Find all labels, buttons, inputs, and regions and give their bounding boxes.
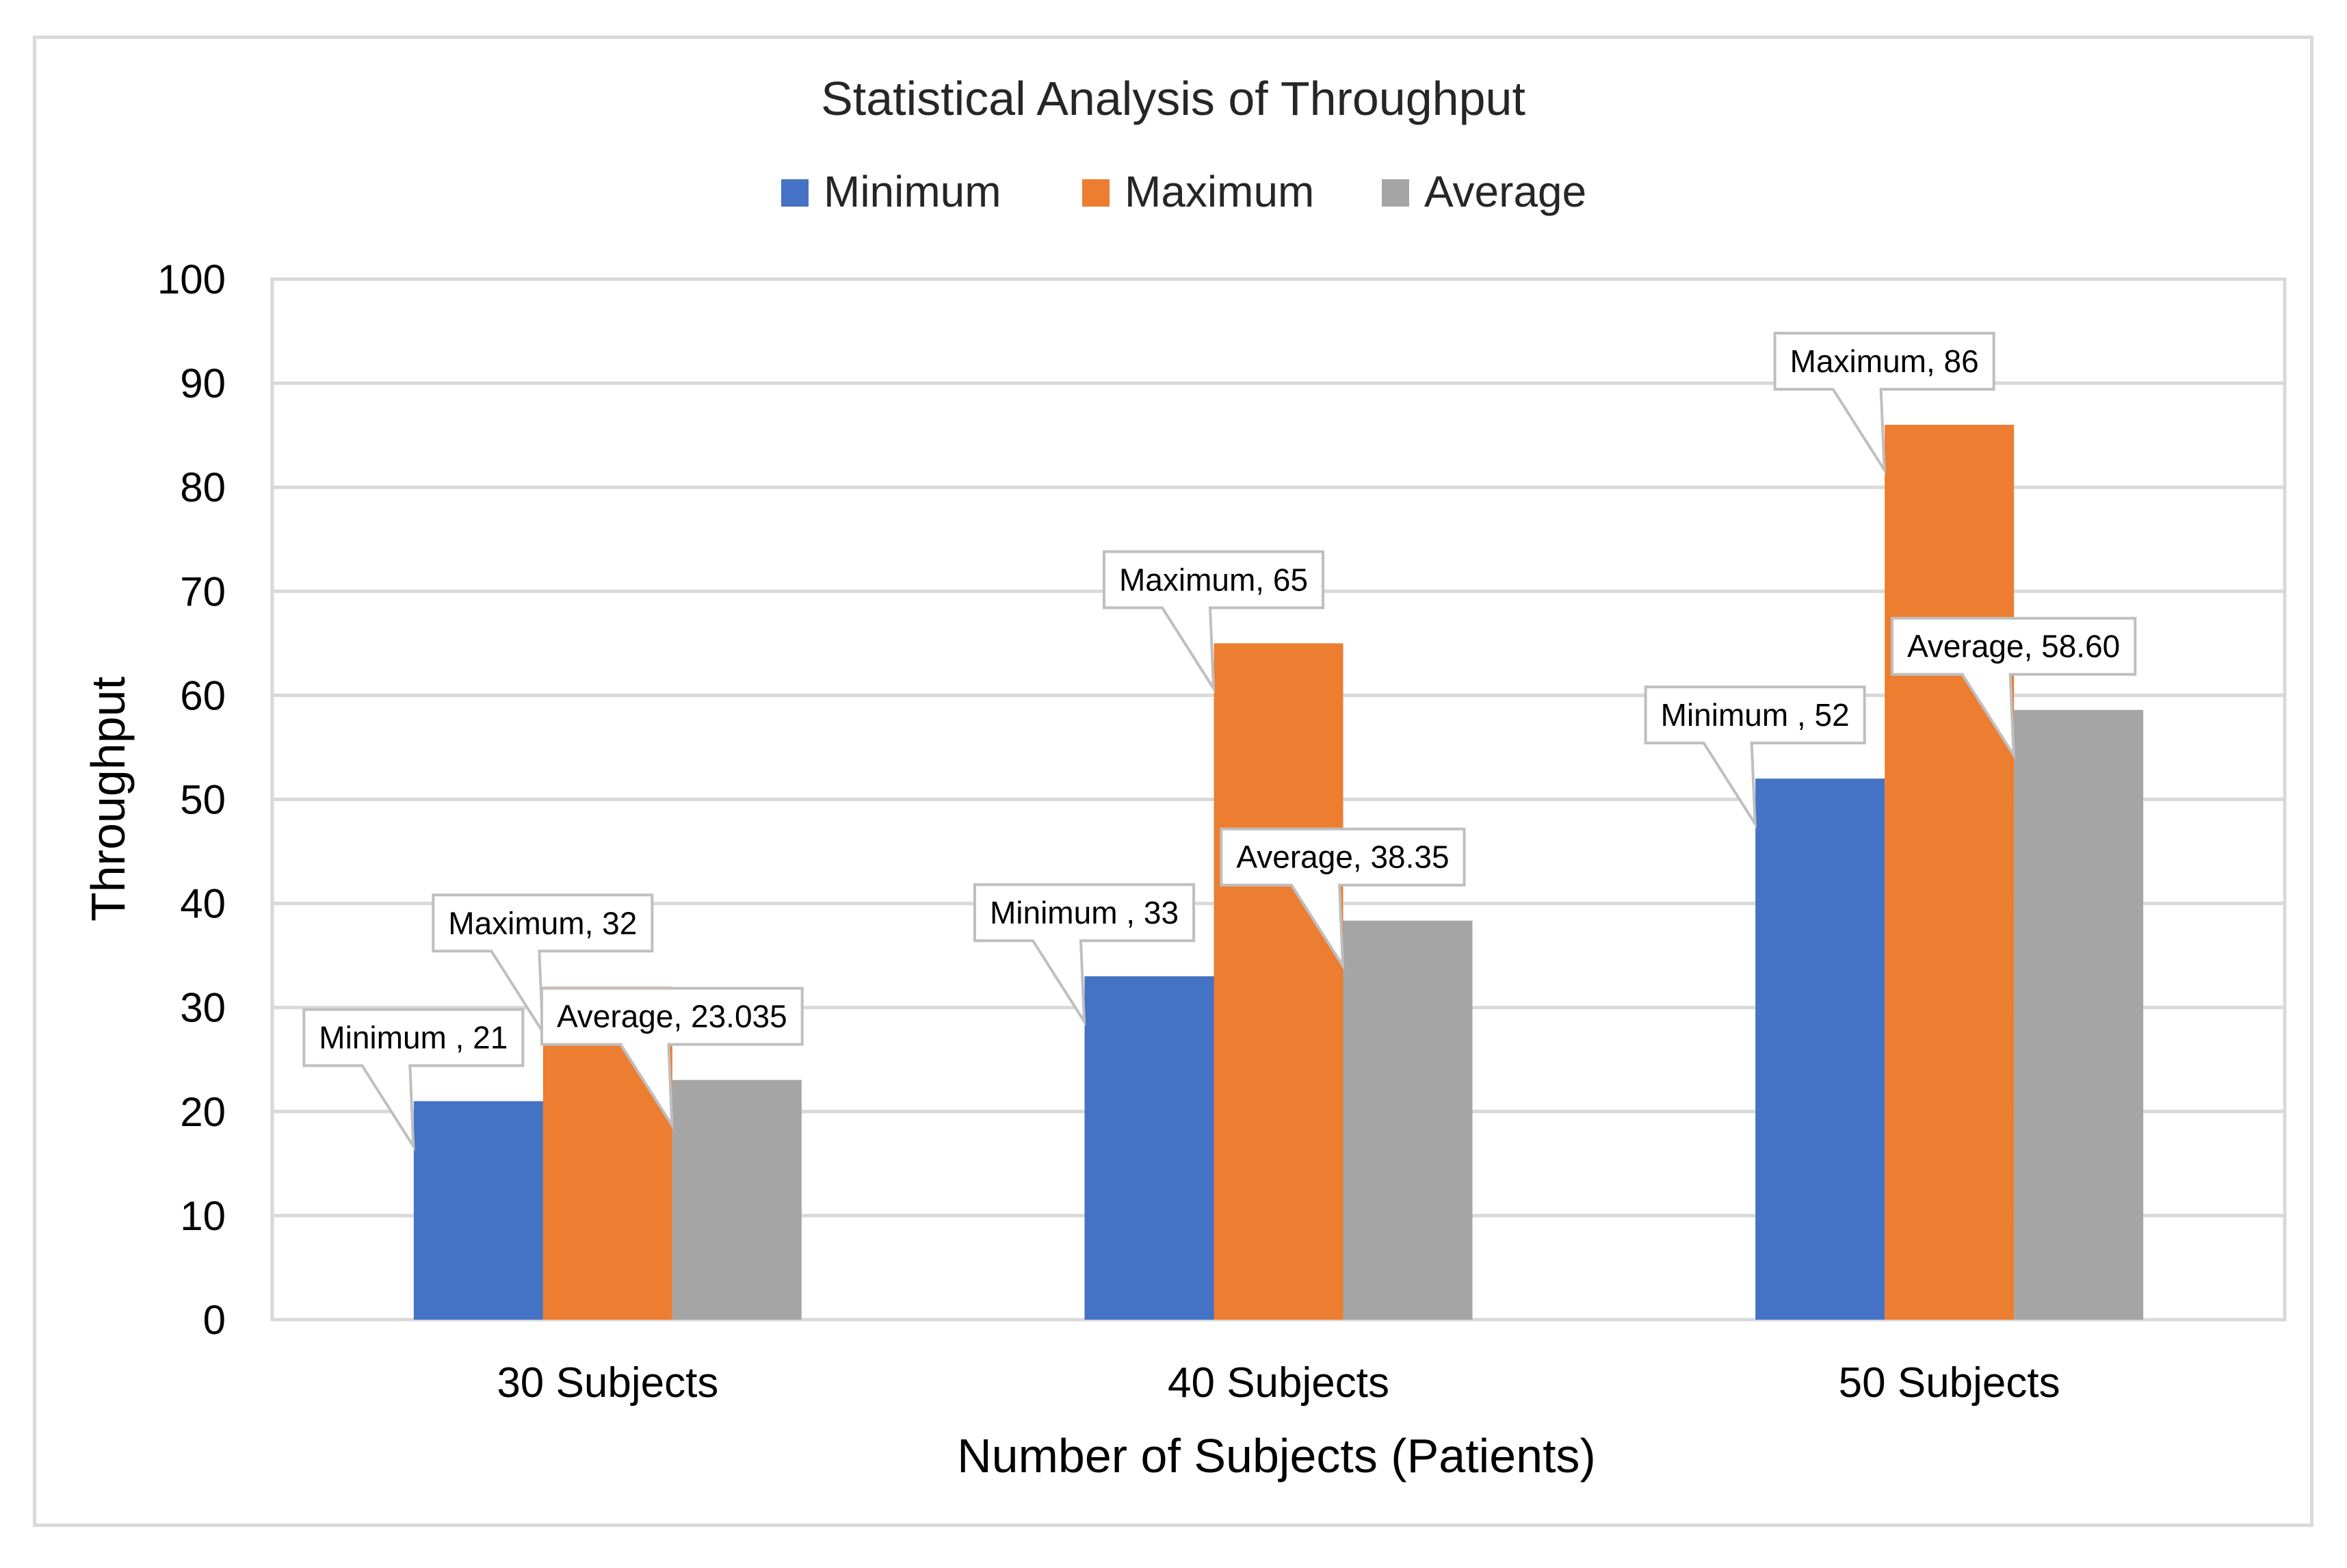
- y-tick-label: 50: [180, 777, 226, 823]
- x-tick-label: 40 Subjects: [1168, 1359, 1389, 1407]
- y-tick-label: 80: [180, 465, 226, 510]
- legend-swatch-maximum: [1082, 179, 1110, 207]
- bar-minimum-3: [1755, 779, 1885, 1320]
- data-label-callout: Average, 58.60: [1891, 616, 2137, 761]
- chart-title: Statistical Analysis of Throughput: [821, 72, 1525, 125]
- callout-box: [1220, 827, 1466, 971]
- data-label: Minimum , 52: [1661, 697, 1850, 733]
- data-label: Maximum, 86: [1790, 343, 1979, 379]
- data-label-callout: Average, 23.035: [540, 986, 804, 1131]
- bar-maximum-2: [1214, 643, 1343, 1320]
- legend-swatch-minimum: [781, 179, 809, 207]
- data-label-callout: Maximum, 65: [1102, 550, 1325, 694]
- data-label: Minimum , 33: [990, 895, 1179, 930]
- y-tick-label: 30: [180, 985, 226, 1031]
- legend-label-maximum: Maximum: [1125, 167, 1314, 216]
- callout-box: [540, 986, 804, 1131]
- y-tick-label: 60: [180, 672, 226, 718]
- y-axis-ticks: 0 10 20 30 40 50 60 70 80 90 100: [157, 257, 226, 1343]
- bar-average-2: [1343, 920, 1473, 1320]
- y-tick-label: 20: [180, 1089, 226, 1135]
- y-tick-label: 0: [203, 1297, 226, 1343]
- bar-average-1: [672, 1080, 802, 1320]
- x-axis-categories: 30 Subjects 40 Subjects 50 Subjects: [497, 1359, 2060, 1407]
- legend: Minimum Maximum Average: [781, 167, 1586, 216]
- data-label: Maximum, 65: [1119, 562, 1308, 597]
- x-tick-label: 30 Subjects: [497, 1359, 718, 1407]
- bar-minimum-1: [413, 1101, 543, 1320]
- legend-swatch-average: [1382, 179, 1409, 207]
- bar-average-3: [2014, 709, 2144, 1320]
- callout-box: [1102, 550, 1325, 694]
- callout-box: [1644, 685, 1866, 829]
- callout-box: [1773, 331, 1995, 475]
- data-label-callout: Minimum , 52: [1644, 685, 1866, 829]
- x-axis-title: Number of Subjects (Patients): [957, 1429, 1596, 1482]
- legend-label-minimum: Minimum: [824, 167, 1001, 216]
- data-label: Average, 23.035: [557, 999, 787, 1034]
- data-label-callout: Average, 38.35: [1220, 827, 1466, 971]
- callout-box: [1891, 616, 2137, 761]
- callout-box: [973, 883, 1196, 1027]
- data-labels: Minimum , 21 Maximum, 32 Average, 23.035 Mi…: [302, 331, 2137, 1151]
- y-tick-label: 40: [180, 881, 226, 927]
- data-label-callout: Minimum , 33: [973, 883, 1196, 1027]
- data-label: Maximum, 32: [448, 905, 637, 941]
- y-tick-label: 10: [180, 1193, 226, 1239]
- data-label: Average, 38.35: [1236, 839, 1449, 875]
- legend-label-average: Average: [1424, 167, 1586, 216]
- y-tick-label: 90: [180, 361, 226, 406]
- y-axis-title: Throughput: [81, 677, 135, 922]
- bar-maximum-3: [1885, 424, 2015, 1320]
- y-tick-label: 100: [157, 257, 226, 302]
- data-label-callout: Maximum, 86: [1773, 331, 1995, 475]
- data-label: Average, 58.60: [1907, 629, 2120, 664]
- x-tick-label: 50 Subjects: [1839, 1359, 2060, 1407]
- bar-minimum-2: [1084, 976, 1214, 1320]
- data-label-callout: Minimum , 21: [302, 1008, 525, 1151]
- data-label: Minimum , 21: [319, 1020, 508, 1056]
- callout-box: [302, 1008, 525, 1151]
- y-tick-label: 70: [180, 569, 226, 614]
